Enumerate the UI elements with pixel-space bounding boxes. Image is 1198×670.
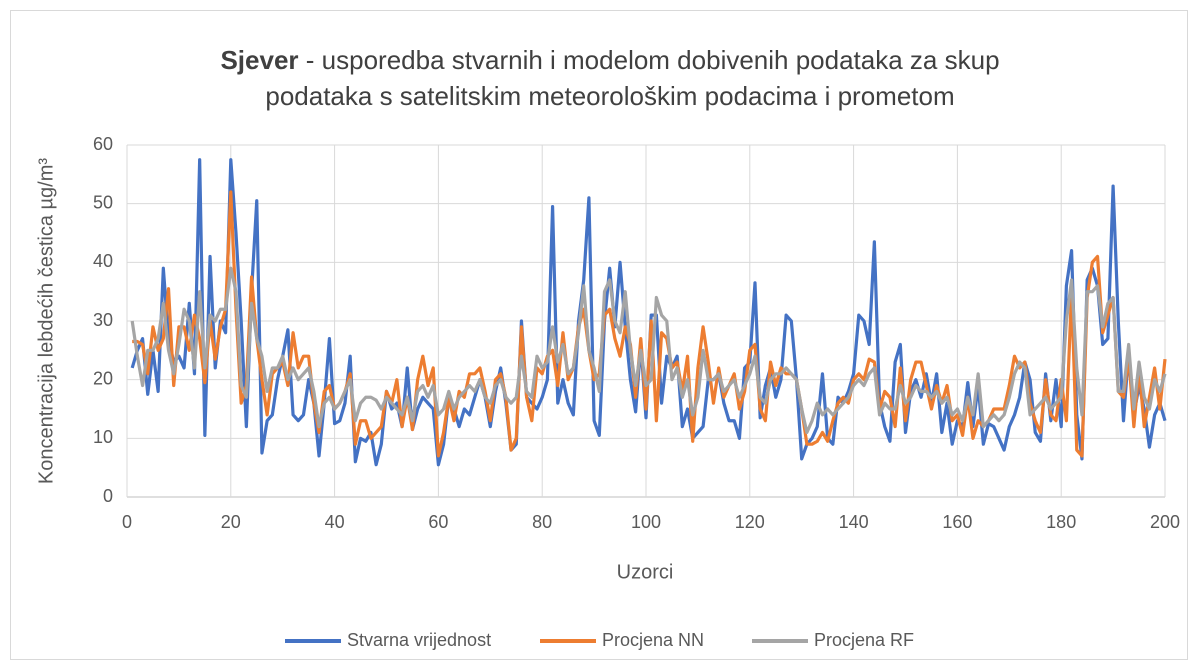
- y-axis-label: Koncentracija lebdećih čestica µg/m³: [35, 158, 57, 484]
- x-tick-label: 160: [942, 512, 972, 532]
- grid: 0 10 20 30 40 50 60 0 20 40 60 80 100 120 140 160 180 200: [93, 134, 1180, 532]
- plot-area: [130, 158, 1167, 467]
- x-tick-label: 200: [1150, 512, 1180, 532]
- title-line: podataka s satelitskim meteorološkim pod…: [265, 81, 954, 111]
- series-line: [130, 266, 1167, 435]
- y-tick-label: 40: [93, 251, 113, 271]
- y-tick-label: 30: [93, 310, 113, 330]
- x-tick-label: 180: [1046, 512, 1076, 532]
- x-tick-label: 40: [325, 512, 345, 532]
- x-tick-label: 60: [428, 512, 448, 532]
- y-tick-label: 50: [93, 192, 113, 212]
- y-tick-label: 0: [103, 486, 113, 506]
- title-bold: Sjever: [220, 45, 298, 75]
- title-line: - usporedba stvarnih i modelom dobivenih…: [306, 45, 1000, 75]
- y-tick-label: 60: [93, 134, 113, 154]
- x-axis-label: Uzorci: [617, 561, 674, 583]
- x-tick-label: 80: [532, 512, 552, 532]
- legend-label: Procjena NN: [602, 630, 704, 650]
- x-tick-label: 120: [735, 512, 765, 532]
- chart-title: Sjever - usporedba stvarnih i modelom do…: [220, 45, 999, 75]
- series-line: [132, 190, 1167, 458]
- x-tick-label: 20: [221, 512, 241, 532]
- x-tick-label: 100: [631, 512, 661, 532]
- legend-label: Procjena RF: [814, 630, 914, 650]
- legend: Stvarna vrijednost Procjena NN Procjena RF: [285, 630, 914, 650]
- y-tick-label: 20: [93, 368, 113, 388]
- y-tick-label: 10: [93, 427, 113, 447]
- legend-label: Stvarna vrijednost: [347, 630, 491, 650]
- x-tick-label: 140: [839, 512, 869, 532]
- x-tick-label: 0: [122, 512, 132, 532]
